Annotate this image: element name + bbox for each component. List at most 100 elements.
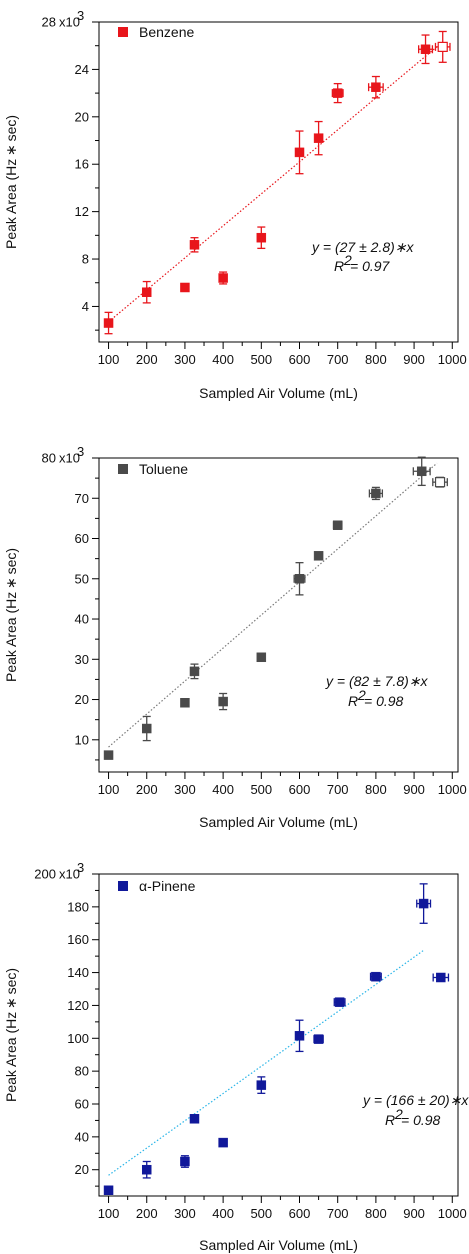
data-point-open bbox=[437, 41, 448, 52]
chart-panel-1: 100 200 300 400 500 600 700 800 900 1000 4 8 12 16 20 2… bbox=[3, 8, 467, 401]
x-tick-label: 700 bbox=[327, 352, 349, 367]
y-tick-label: 50 bbox=[75, 571, 89, 586]
fit-equation: y = (82 ± 7.8)∗x bbox=[325, 673, 429, 689]
y-multiplier-exponent: 3 bbox=[77, 8, 84, 23]
data-point bbox=[294, 147, 305, 158]
x-tick-label: 500 bbox=[250, 1206, 272, 1221]
y-tick-label: 70 bbox=[75, 491, 89, 506]
x-tick-label: 300 bbox=[174, 352, 196, 367]
y-tick-label: 100 bbox=[67, 1031, 89, 1046]
x-tick-label: 900 bbox=[403, 782, 425, 797]
data-point bbox=[313, 551, 324, 561]
plot-frame bbox=[98, 873, 459, 1197]
data-point bbox=[180, 1156, 190, 1167]
data-point bbox=[371, 488, 381, 499]
data-point bbox=[371, 971, 381, 982]
x-tick-label: 1000 bbox=[438, 352, 467, 367]
x-tick-label: 700 bbox=[327, 782, 349, 797]
data-point bbox=[218, 696, 228, 707]
y-multiplier: x10 bbox=[59, 451, 80, 466]
data-point bbox=[256, 1080, 267, 1090]
y-tick-label: 28 bbox=[42, 15, 56, 30]
r-squared-value: = 0.97 bbox=[350, 258, 391, 274]
plot-frame bbox=[98, 21, 459, 343]
fit-equation: y = (166 ± 20)∗x bbox=[362, 1092, 469, 1108]
y-tick-label: 20 bbox=[75, 109, 89, 124]
r-squared-symbol: R bbox=[348, 693, 358, 709]
data-point bbox=[436, 972, 446, 983]
x-tick-label: 500 bbox=[250, 782, 272, 797]
data-point bbox=[218, 1137, 228, 1148]
x-tick-label: 800 bbox=[365, 782, 387, 797]
x-tick-label: 700 bbox=[327, 1206, 349, 1221]
plot-frame bbox=[98, 457, 459, 773]
y-tick-label: 80 bbox=[75, 1064, 89, 1079]
data-point bbox=[218, 273, 228, 283]
x-tick-label: 200 bbox=[136, 1206, 158, 1221]
data-point bbox=[180, 282, 190, 293]
data-point bbox=[180, 698, 190, 708]
data-point bbox=[189, 666, 200, 677]
legend-marker bbox=[118, 881, 128, 891]
y-tick-label: 120 bbox=[67, 998, 89, 1013]
r-squared-symbol: R bbox=[334, 258, 344, 274]
y-tick-label: 160 bbox=[67, 932, 89, 947]
legend-marker bbox=[118, 464, 128, 474]
data-point bbox=[256, 232, 267, 243]
y-tick-label: 12 bbox=[75, 204, 89, 219]
data-point bbox=[313, 1034, 324, 1044]
y-tick-label: 200 bbox=[34, 867, 56, 882]
data-point bbox=[103, 750, 114, 760]
x-axis-title: Sampled Air Volume (mL) bbox=[199, 814, 358, 830]
y-tick-label: 8 bbox=[82, 252, 89, 267]
data-point bbox=[141, 1164, 152, 1175]
data-point bbox=[141, 287, 152, 297]
data-point bbox=[294, 574, 305, 584]
y-tick-label: 60 bbox=[75, 1097, 89, 1112]
x-tick-label: 600 bbox=[289, 352, 311, 367]
y-tick-label: 20 bbox=[75, 692, 89, 707]
r-squared-exponent: 2 bbox=[394, 1106, 403, 1122]
y-multiplier: x10 bbox=[59, 867, 80, 882]
data-point-open bbox=[434, 477, 446, 488]
x-tick-label: 1000 bbox=[438, 782, 467, 797]
x-tick-label: 1000 bbox=[438, 1206, 467, 1221]
x-tick-label: 800 bbox=[365, 1206, 387, 1221]
data-point bbox=[416, 466, 427, 477]
y-tick-label: 10 bbox=[75, 732, 89, 747]
data-point bbox=[334, 997, 345, 1007]
x-tick-label: 100 bbox=[98, 1206, 120, 1221]
x-tick-label: 200 bbox=[136, 782, 158, 797]
x-tick-label: 100 bbox=[98, 782, 120, 797]
y-axis-title: Peak Area (Hz ∗ sec) bbox=[3, 968, 19, 1102]
y-axis-title: Peak Area (Hz ∗ sec) bbox=[3, 548, 19, 682]
r-squared-exponent: 2 bbox=[357, 687, 366, 703]
data-point bbox=[332, 88, 343, 98]
y-tick-label: 20 bbox=[75, 1162, 89, 1177]
fit-line bbox=[108, 462, 438, 748]
x-tick-label: 300 bbox=[174, 782, 196, 797]
data-point bbox=[256, 652, 267, 663]
y-tick-label: 180 bbox=[67, 899, 89, 914]
x-tick-label: 400 bbox=[212, 782, 234, 797]
x-tick-label: 300 bbox=[174, 1206, 196, 1221]
data-point bbox=[418, 898, 429, 909]
x-axis-title: Sampled Air Volume (mL) bbox=[199, 385, 358, 401]
data-point bbox=[103, 318, 114, 328]
x-tick-label: 800 bbox=[365, 352, 387, 367]
x-tick-label: 900 bbox=[403, 1206, 425, 1221]
y-tick-label: 40 bbox=[75, 612, 89, 627]
r-squared-value: = 0.98 bbox=[401, 1112, 441, 1128]
y-axis-title: Peak Area (Hz ∗ sec) bbox=[3, 115, 19, 249]
data-point bbox=[332, 520, 343, 530]
r-squared-symbol: R bbox=[385, 1112, 395, 1128]
x-axis-title: Sampled Air Volume (mL) bbox=[199, 1237, 358, 1253]
x-tick-label: 600 bbox=[289, 782, 311, 797]
x-tick-label: 400 bbox=[212, 352, 234, 367]
data-point bbox=[189, 1114, 200, 1124]
data-point bbox=[313, 133, 324, 143]
legend-label: Benzene bbox=[139, 24, 194, 40]
r-squared-exponent: 2 bbox=[343, 252, 352, 268]
y-tick-label: 4 bbox=[82, 299, 89, 314]
